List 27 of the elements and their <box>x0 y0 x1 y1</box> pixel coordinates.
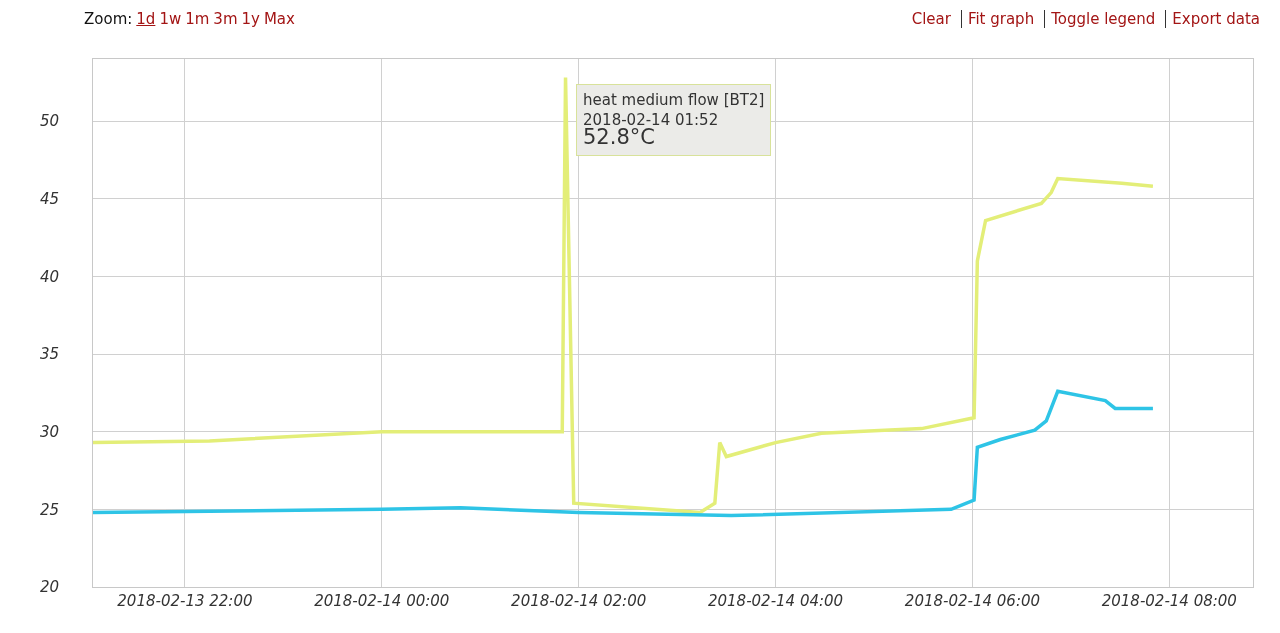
text: 1d <box>136 10 156 28</box>
x-tick-label: 2018-02-14 02:00 <box>511 592 647 610</box>
text: Fit graph <box>960 10 1041 28</box>
x-tick-label: 2018-02-14 04:00 <box>707 592 844 610</box>
y-tick-label: 25 <box>39 500 59 519</box>
text: 1y <box>241 10 260 28</box>
text: 1m <box>185 10 210 28</box>
y-tick-label: 50 <box>39 112 59 131</box>
text: 1w <box>159 10 182 28</box>
y-tick-label: 40 <box>39 267 59 286</box>
text: Max <box>263 10 295 28</box>
text: 3m <box>213 10 238 28</box>
y-tick-label: 30 <box>39 422 59 441</box>
x-tick-label: 2018-02-14 08:00 <box>1101 592 1237 610</box>
line-series <box>93 389 1155 518</box>
y-tick-label: 35 <box>39 345 59 364</box>
annotation: heat medium flow [BT2] 2018-02-14 01:52 52.8°C <box>583 91 765 149</box>
x-tick-label: 2018-02-14 00:00 <box>314 592 450 610</box>
text: Clear <box>910 10 952 28</box>
y-tick-label: 45 <box>39 190 59 209</box>
text: Toggle legend <box>1044 10 1162 28</box>
x-tick-label: 2018-02-14 06:00 <box>904 592 1041 610</box>
text: Export data <box>1165 10 1266 28</box>
line-series <box>93 75 1155 515</box>
text: Zoom: <box>84 10 133 28</box>
y-tick-label: 20 <box>39 578 59 597</box>
x-tick-label: 2018-02-13 22:00 <box>117 592 253 610</box>
